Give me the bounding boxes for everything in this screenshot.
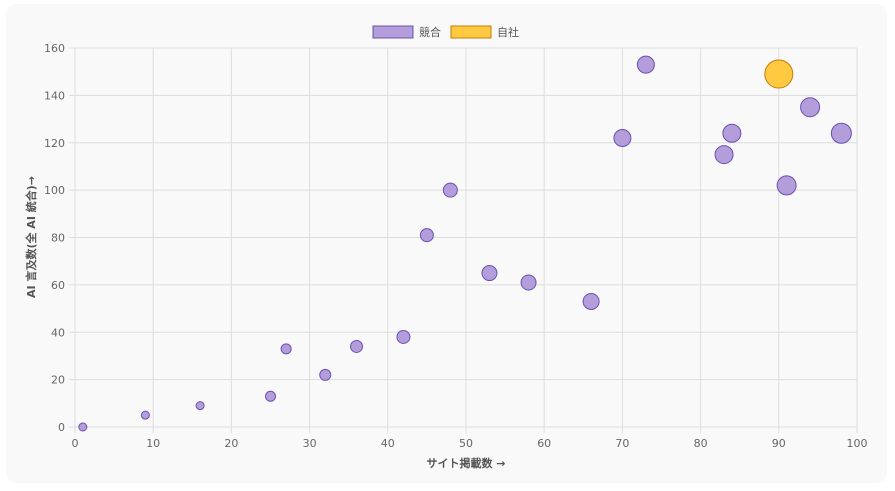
- competitor-bubble[interactable]: [830, 122, 852, 144]
- legend-item-own-company[interactable]: 自社: [450, 25, 519, 39]
- competitor-bubble[interactable]: [481, 265, 498, 282]
- competitor-bubble[interactable]: [419, 228, 434, 243]
- legend-label-competitor: 競合: [419, 25, 441, 39]
- legend-label-own-company: 自社: [497, 25, 519, 39]
- bubbles: [78, 55, 852, 432]
- competitor-bubble[interactable]: [280, 343, 292, 355]
- competitor-bubble[interactable]: [776, 175, 797, 196]
- y-tick-label: 100: [44, 184, 65, 197]
- own-company-bubble[interactable]: [764, 59, 794, 89]
- y-tick-label: 60: [51, 279, 65, 292]
- y-tick-label: 140: [44, 89, 65, 102]
- x-tick-label: 100: [847, 437, 868, 450]
- competitor-bubble[interactable]: [140, 410, 150, 420]
- competitor-bubble[interactable]: [396, 329, 411, 344]
- competitor-bubble[interactable]: [714, 145, 734, 165]
- x-tick-label: 80: [694, 437, 708, 450]
- competitor-bubble[interactable]: [265, 390, 276, 402]
- competitor-bubble[interactable]: [442, 182, 458, 198]
- y-tick-label: 0: [58, 421, 65, 434]
- legend: 競合 自社: [372, 25, 519, 39]
- x-tick-label: 20: [224, 437, 238, 450]
- legend-swatch-competitor: [372, 25, 414, 39]
- y-tick-label: 20: [51, 374, 65, 387]
- x-tick-label: 90: [772, 437, 786, 450]
- grid: [69, 47, 858, 433]
- competitor-bubble[interactable]: [78, 422, 88, 432]
- competitor-bubble[interactable]: [582, 292, 600, 310]
- legend-swatch-own-company: [450, 25, 492, 39]
- legend-item-competitor[interactable]: 競合: [372, 25, 441, 39]
- x-axis-title: サイト掲載数 →: [426, 456, 505, 470]
- x-tick-label: 60: [537, 437, 551, 450]
- competitor-bubble[interactable]: [613, 129, 632, 148]
- y-axis-ticks: 0 20 40 60 80 100 120 140 160: [44, 42, 65, 434]
- x-axis-ticks: 0 10 20 30 40 50 60 70 80 90 100: [72, 437, 868, 450]
- y-tick-label: 160: [44, 42, 65, 55]
- x-tick-label: 50: [459, 437, 473, 450]
- x-tick-label: 10: [146, 437, 160, 450]
- x-tick-label: 30: [303, 437, 317, 450]
- competitor-bubble[interactable]: [520, 274, 537, 291]
- competitor-bubble[interactable]: [319, 368, 332, 381]
- x-tick-label: 40: [381, 437, 395, 450]
- y-tick-label: 40: [51, 326, 65, 339]
- competitor-bubble[interactable]: [722, 123, 742, 143]
- competitor-bubble[interactable]: [195, 401, 205, 411]
- x-tick-label: 0: [72, 437, 79, 450]
- competitor-bubble[interactable]: [800, 97, 821, 118]
- y-tick-label: 80: [51, 232, 65, 245]
- x-tick-label: 70: [615, 437, 629, 450]
- competitor-bubble[interactable]: [350, 339, 364, 353]
- y-tick-label: 120: [44, 137, 65, 150]
- y-axis-title: AI 言及数(全 AI 統合)→: [24, 176, 38, 298]
- competitor-bubble[interactable]: [636, 55, 655, 74]
